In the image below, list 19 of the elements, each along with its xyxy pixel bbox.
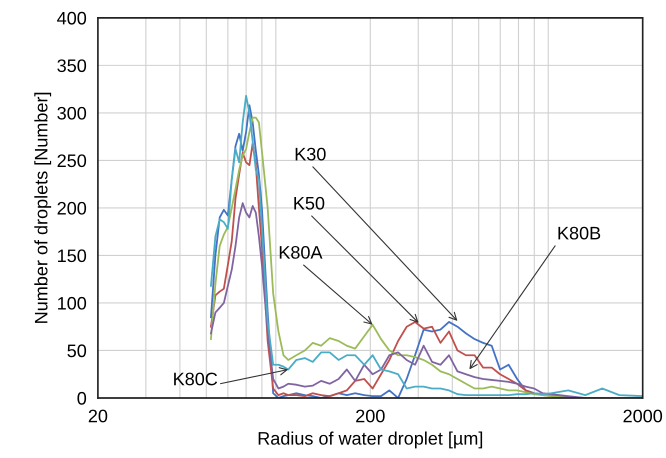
annotation: K80B bbox=[558, 226, 600, 240]
y-tick-label: 150 bbox=[58, 249, 86, 262]
y-axis-title: Number of droplets [Number] bbox=[34, 92, 52, 323]
x-tick-label: 20 bbox=[88, 410, 108, 422]
x-tick-label: 2000 bbox=[624, 410, 662, 422]
x-axis-title: Radius of water droplet [µm] bbox=[258, 432, 482, 448]
y-tick-label: 100 bbox=[58, 296, 86, 310]
y-tick-label: 350 bbox=[57, 59, 86, 72]
annotation: K80C bbox=[174, 372, 218, 386]
y-tick-label: 50 bbox=[67, 344, 86, 358]
y-tick-label: 400 bbox=[57, 12, 86, 25]
x-tick-label: 200 bbox=[356, 410, 385, 422]
y-tick-label: 0 bbox=[77, 392, 86, 405]
annotation: K30 bbox=[296, 148, 326, 161]
y-tick-label: 250 bbox=[58, 154, 86, 168]
y-tick-label: 300 bbox=[57, 106, 86, 120]
annotation: K80A bbox=[280, 246, 322, 259]
y-tick-label: 200 bbox=[58, 202, 86, 215]
annotation: K50 bbox=[294, 196, 324, 210]
